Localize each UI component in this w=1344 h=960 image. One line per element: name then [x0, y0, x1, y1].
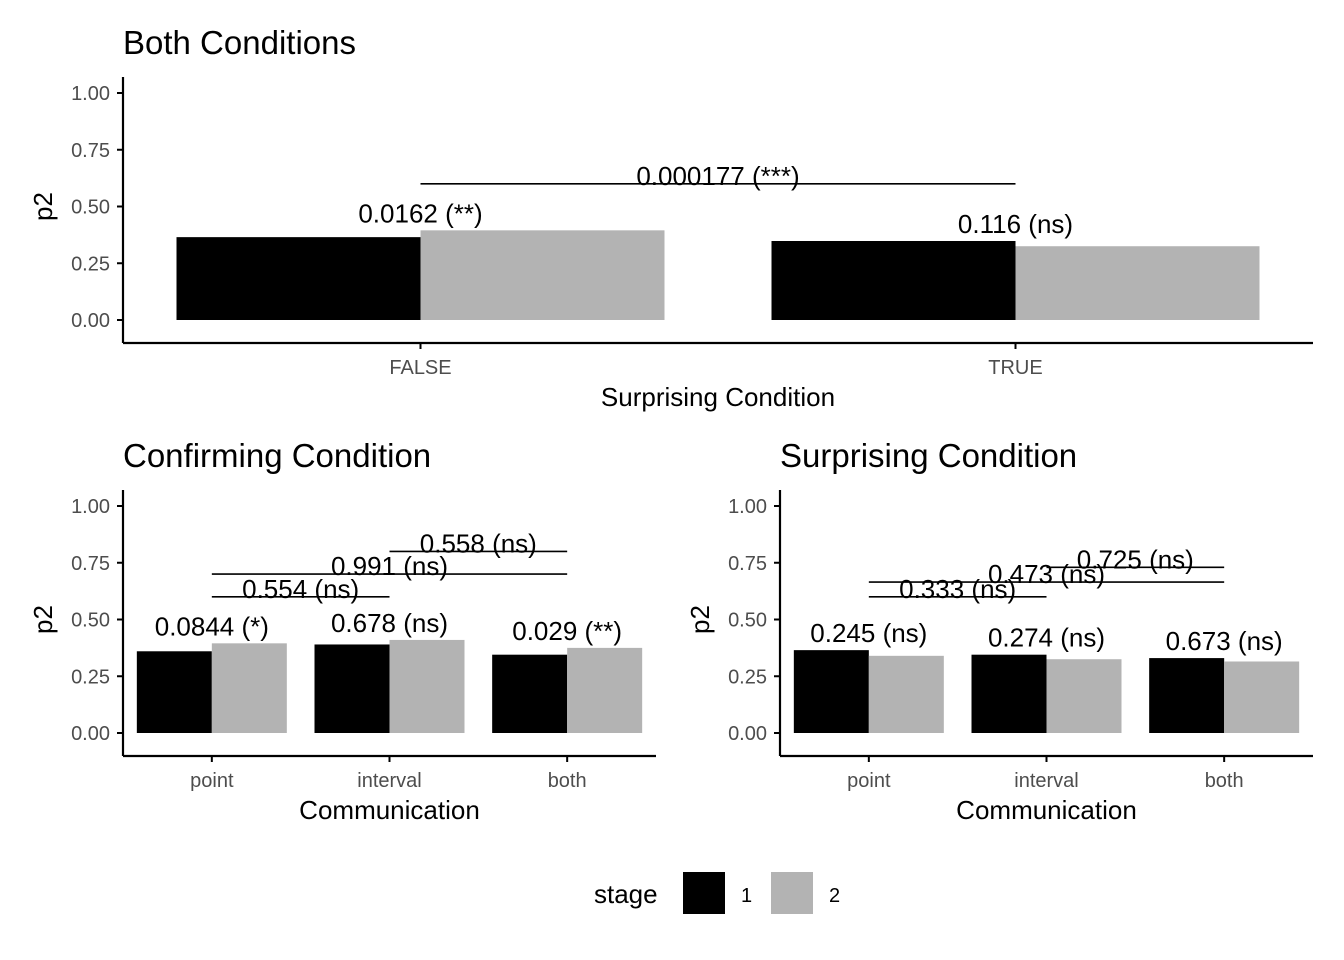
y-tick-label: 0.50	[728, 610, 767, 632]
y-tick-label: 0.00	[71, 310, 110, 332]
group-p-value-label: 0.274 (ns)	[988, 623, 1105, 653]
bar-stage-1	[1149, 658, 1225, 733]
legend-label-stage-2: 2	[829, 885, 840, 907]
bar-stage-2	[1224, 661, 1300, 733]
bar-stage-1	[771, 241, 1016, 320]
x-tick-label: FALSE	[389, 357, 451, 379]
y-axis-title: p2	[685, 605, 715, 634]
comparison-label: 0.725 (ns)	[1077, 544, 1194, 574]
bar-stage-2	[420, 230, 665, 320]
legend: stage 1 2	[594, 872, 840, 914]
x-tick-label: TRUE	[988, 357, 1042, 379]
bar-stage-1	[314, 644, 390, 733]
panel-title: Surprising Condition	[780, 437, 1077, 474]
group-p-value-label: 0.245 (ns)	[810, 618, 927, 648]
y-tick-label: 1.00	[71, 83, 110, 105]
y-tick-label: 0.75	[71, 140, 110, 162]
comparison-label: 0.991 (ns)	[331, 551, 448, 581]
group-p-value-label: 0.673 (ns)	[1166, 626, 1283, 656]
x-tick-label: point	[847, 770, 891, 792]
comparison-label: 0.473 (ns)	[988, 559, 1105, 589]
y-tick-label: 0.50	[71, 197, 110, 219]
bar-stage-2	[1046, 659, 1122, 733]
panel-2: Confirming Condition 0.00 0.25 0.50 0.75 1.00…	[28, 437, 656, 825]
panel-3: Surprising Condition 0.00 0.25 0.50 0.75 1.00…	[685, 437, 1313, 825]
y-tick-label: 0.00	[71, 723, 110, 745]
x-tick-label: point	[190, 770, 234, 792]
legend-label-stage-1: 1	[741, 885, 752, 907]
y-tick-label: 0.00	[728, 723, 767, 745]
x-tick-label: interval	[357, 770, 421, 792]
bar-stage-2	[1015, 246, 1260, 320]
comparison-label: 0.558 (ns)	[420, 528, 537, 558]
bar-stage-1	[176, 237, 421, 320]
bar-stage-1	[793, 650, 869, 733]
panel-1: Both Conditions 0.00 0.25 0.50 0.75 1.00 p2 FAL…	[28, 24, 1313, 412]
comparison-label: 0.000177 (***)	[636, 161, 799, 191]
bar-stage-1	[136, 651, 212, 733]
group-p-value-label: 0.029 (**)	[512, 616, 622, 646]
group-p-value-label: 0.678 (ns)	[331, 608, 448, 638]
y-tick-label: 0.25	[728, 666, 767, 688]
bar-stage-1	[971, 654, 1047, 733]
legend-title: stage	[594, 879, 658, 909]
y-tick-label: 0.75	[71, 553, 110, 575]
legend-key-stage-1	[683, 872, 725, 914]
comparison-label: 0.554 (ns)	[242, 574, 359, 604]
y-tick-label: 1.00	[728, 496, 767, 518]
x-tick-label: both	[1205, 770, 1244, 792]
bar-stage-2	[567, 647, 643, 733]
y-tick-label: 0.75	[728, 553, 767, 575]
bar-stage-2	[211, 643, 287, 733]
bar-stage-1	[492, 654, 568, 733]
x-axis-title: Surprising Condition	[601, 382, 835, 412]
x-axis-title: Communication	[956, 795, 1137, 825]
group-p-value-label: 0.0162 (**)	[358, 198, 482, 228]
comparison-label: 0.333 (ns)	[899, 574, 1016, 604]
group-p-value-label: 0.0844 (*)	[155, 611, 269, 641]
x-tick-label: both	[548, 770, 587, 792]
panel-title: Confirming Condition	[123, 437, 431, 474]
x-axis-title: Communication	[299, 795, 480, 825]
x-tick-label: interval	[1014, 770, 1078, 792]
y-tick-label: 1.00	[71, 496, 110, 518]
y-axis-title: p2	[28, 192, 58, 221]
bar-stage-2	[868, 655, 944, 733]
y-tick-label: 0.25	[71, 253, 110, 275]
group-p-value-label: 0.116 (ns)	[958, 209, 1073, 239]
y-tick-label: 0.50	[71, 610, 110, 632]
bar-stage-2	[389, 639, 465, 733]
legend-key-stage-2	[771, 872, 813, 914]
panel-title: Both Conditions	[123, 24, 356, 61]
y-axis-title: p2	[28, 605, 58, 634]
y-tick-label: 0.25	[71, 666, 110, 688]
